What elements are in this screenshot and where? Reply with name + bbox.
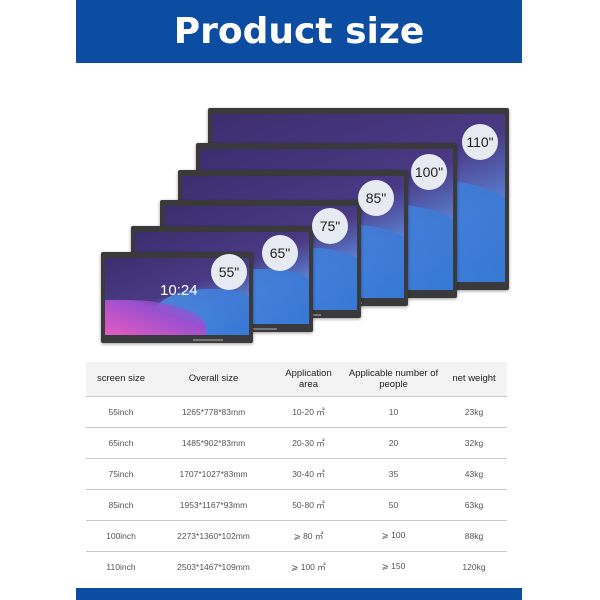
table-row: 110inch 2503*1467*109mm ⩾ 100 ㎡ ⩾ 150 120kg <box>86 550 507 582</box>
table-cell: 10-20 ㎡ <box>271 395 346 427</box>
table-cell: 23kg <box>441 395 507 427</box>
screen-55: 10:24 <box>101 252 253 343</box>
table-cell: 10 <box>346 395 441 427</box>
table-cell: 85inch <box>86 488 156 520</box>
table-cell: 30-40 ㎡ <box>271 457 346 489</box>
size-badge-100: 100" <box>411 154 447 190</box>
size-badge-75: 75" <box>312 208 348 244</box>
table-cell: ⩾ 100 ㎡ <box>271 550 346 582</box>
col-header: net weight <box>441 362 507 396</box>
table-row: 85inch 1953*1167*93mm 50-80 ㎡ 50 63kg <box>86 488 507 520</box>
table-row: 100inch 2273*1360*102mm ⩾ 80 ㎡ ⩾ 100 88kg <box>86 519 507 551</box>
table-cell: 1707*1027*83mm <box>156 457 271 489</box>
table-cell: 1265*778*83mm <box>156 395 271 427</box>
table-cell: 43kg <box>441 457 507 489</box>
col-header: Overall size <box>156 362 271 396</box>
table-cell: 65inch <box>86 426 156 458</box>
table-cell: 50-80 ㎡ <box>271 488 346 520</box>
table-cell: ⩾ 80 ㎡ <box>271 519 346 551</box>
table-cell: 2503*1467*109mm <box>156 550 271 582</box>
table-row: 75inch 1707*1027*83mm 30-40 ㎡ 35 43kg <box>86 457 507 489</box>
table-cell: 63kg <box>441 488 507 520</box>
table-cell: 1485*902*83mm <box>156 426 271 458</box>
table-cell: 1953*1167*93mm <box>156 488 271 520</box>
footer-bar <box>76 588 522 600</box>
table-cell: 50 <box>346 488 441 520</box>
size-badge-55: 55" <box>211 254 247 290</box>
col-header: screen size <box>86 362 156 396</box>
table-cell: 110inch <box>86 550 156 582</box>
table-row: 55inch 1265*778*83mm 10-20 ㎡ 10 23kg <box>86 395 507 427</box>
table-cell: 120kg <box>441 550 507 582</box>
table-cell: ⩾ 100 <box>346 519 441 551</box>
spec-table: screen size Overall size Application are… <box>86 362 507 582</box>
table-cell: ⩾ 150 <box>346 550 441 582</box>
col-header: Application area <box>271 362 346 396</box>
table-header-row: screen size Overall size Application are… <box>86 362 507 396</box>
col-header: Applicable number of people <box>346 362 441 396</box>
size-badge-110: 110" <box>462 124 498 160</box>
clock-text: 10:24 <box>160 282 198 299</box>
table-cell: 2273*1360*102mm <box>156 519 271 551</box>
table-row: 65inch 1485*902*83mm 20-30 ㎡ 20 32kg <box>86 426 507 458</box>
page-title: Product size <box>76 0 522 63</box>
size-badge-65: 65" <box>262 235 298 271</box>
table-cell: 75inch <box>86 457 156 489</box>
table-cell: 35 <box>346 457 441 489</box>
size-badge-85: 85" <box>358 180 394 216</box>
table-cell: 55inch <box>86 395 156 427</box>
table-cell: 88kg <box>441 519 507 551</box>
table-cell: 20 <box>346 426 441 458</box>
table-cell: 32kg <box>441 426 507 458</box>
table-cell: 20-30 ㎡ <box>271 426 346 458</box>
table-cell: 100inch <box>86 519 156 551</box>
